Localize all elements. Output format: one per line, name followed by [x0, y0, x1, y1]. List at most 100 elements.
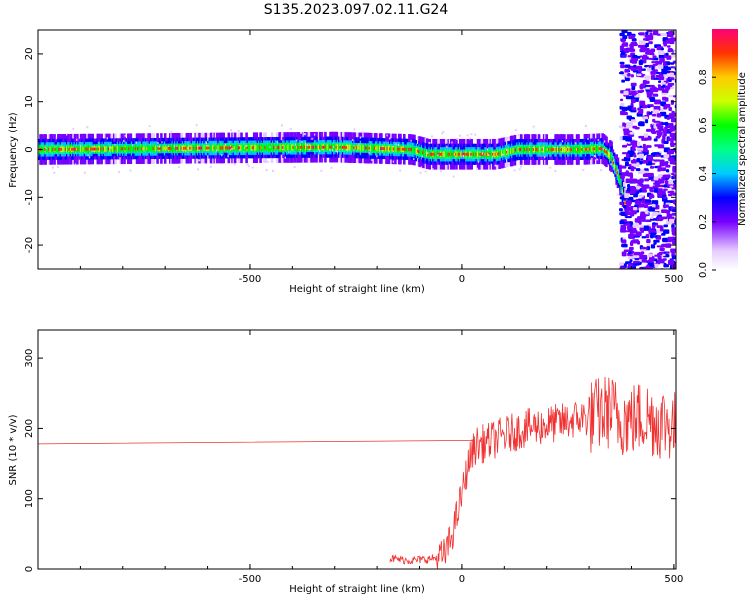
- heatmap-cell: [652, 55, 657, 58]
- heatmap-cell: [653, 188, 658, 193]
- heatmap-cell: [658, 54, 664, 59]
- heatmap-cell: [659, 226, 664, 232]
- heatmap-cell: [603, 140, 606, 143]
- heatmap-cell: [419, 171, 422, 174]
- heatmap-cell: [620, 165, 627, 169]
- heatmap-cell: [621, 239, 627, 244]
- heatmap-cell: [630, 190, 636, 195]
- heatmap-cell: [657, 64, 664, 69]
- heatmap-cell: [597, 138, 600, 141]
- heatmap-cell: [609, 152, 612, 155]
- heatmap-cell: [653, 159, 661, 162]
- heatmap-cell: [185, 149, 188, 152]
- heatmap-cell: [636, 73, 642, 77]
- colorbar-tick-label: 0.8: [698, 69, 709, 85]
- heatmap-cell: [88, 156, 91, 159]
- colorbar-ticks: 0.0 0.2 0.4 0.6 0.8: [698, 69, 716, 278]
- heatmap-cell: [658, 217, 664, 221]
- heatmap-cell: [216, 149, 219, 152]
- heatmap-cell: [177, 165, 180, 168]
- heatmap-cell: [668, 95, 675, 98]
- heatmap-cell: [619, 262, 624, 266]
- heatmap-cell: [230, 129, 233, 132]
- heatmap-cell: [627, 141, 631, 144]
- snr-x-axis-label: Height of straight line (km): [289, 584, 425, 595]
- heatmap-cell: [458, 134, 461, 137]
- heatmap-cell: [51, 166, 54, 169]
- heatmap-cell: [422, 155, 425, 158]
- heatmap-cell: [301, 140, 304, 143]
- heatmap-cell: [626, 115, 633, 120]
- heatmap-cell: [111, 159, 114, 162]
- heatmap-cell: [637, 107, 642, 111]
- heatmap-cell: [665, 85, 670, 91]
- heatmap-cell: [114, 143, 117, 146]
- heatmap-cell: [630, 140, 638, 146]
- heatmap-cell: [624, 181, 627, 184]
- heatmap-cell: [669, 86, 675, 90]
- heatmap-cell: [665, 243, 672, 248]
- y-tick-label: 300: [24, 349, 35, 368]
- heatmap-cell: [619, 45, 624, 51]
- heatmap-cell: [650, 189, 654, 193]
- heatmap-cell: [666, 116, 670, 120]
- heatmap-cell: [280, 124, 283, 127]
- heatmap-cell: [277, 141, 280, 144]
- heatmap-cell: [627, 72, 631, 77]
- heatmap-cell: [657, 134, 662, 138]
- heatmap-cell: [544, 156, 547, 159]
- heatmap-cell: [618, 125, 624, 129]
- heatmap-cell: [319, 149, 322, 152]
- heatmap-cell: [195, 124, 198, 127]
- y-tick-label: 200: [24, 419, 35, 438]
- heatmap-cell: [636, 147, 644, 151]
- heatmap-cell: [600, 169, 603, 172]
- heatmap-cell: [266, 160, 269, 163]
- heatmap-cell: [561, 140, 564, 143]
- heatmap-cell: [638, 153, 644, 159]
- heatmap-cell: [619, 208, 623, 212]
- heatmap-cell: [622, 144, 628, 148]
- heatmap-cell: [636, 240, 641, 245]
- heatmap-cell: [591, 157, 594, 160]
- heatmap-cell: [610, 163, 613, 166]
- heatmap-cell: [668, 38, 675, 41]
- heatmap-cell: [207, 133, 210, 136]
- colorbar-tick-label: 0.4: [698, 166, 709, 182]
- heatmap-cell: [170, 130, 173, 133]
- heatmap-cell: [371, 158, 374, 161]
- heatmap-cell: [670, 248, 676, 253]
- heatmap-cell: [651, 224, 656, 228]
- y-tick-label: 0: [24, 146, 35, 152]
- heatmap-cell: [237, 130, 240, 133]
- heatmap-cell: [83, 171, 86, 174]
- heatmap-cell: [630, 98, 636, 104]
- heatmap-cell: [636, 185, 640, 190]
- heatmap-cell: [624, 211, 632, 216]
- snr-panel: -500 0 500 0 100 200 300 Height of straight l…: [8, 329, 683, 595]
- heatmap-cell: [662, 237, 669, 243]
- heatmap-cell: [627, 47, 634, 52]
- heatmap-cell: [650, 244, 656, 249]
- heatmap-cell: [668, 79, 672, 83]
- heatmap-cell: [451, 141, 454, 144]
- heatmap-cell: [653, 152, 660, 155]
- colorbar-tick-label: 0.0: [698, 262, 709, 278]
- heatmap-cell: [640, 251, 645, 255]
- heatmap-cell: [456, 137, 459, 140]
- heatmap-cell: [494, 164, 497, 167]
- heatmap-cell: [432, 168, 435, 171]
- heatmap-cell: [669, 30, 674, 34]
- heatmap-cell: [441, 132, 444, 135]
- heatmap-cell: [639, 55, 646, 58]
- heatmap-cell: [624, 193, 630, 199]
- heatmap-cell: [625, 161, 629, 167]
- heatmap-cell: [648, 194, 653, 200]
- heatmap-cell: [481, 152, 484, 155]
- heatmap-cells: [38, 30, 676, 269]
- heatmap-cell: [662, 204, 669, 208]
- heatmap-cell: [621, 251, 627, 257]
- heatmap-cell: [671, 227, 676, 233]
- heatmap-cell: [649, 165, 655, 169]
- heatmap-cell: [659, 190, 666, 194]
